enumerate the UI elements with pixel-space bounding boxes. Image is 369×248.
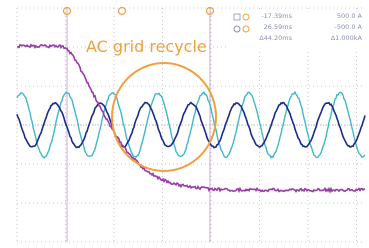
readout-value: Δ1.000kA xyxy=(331,34,363,42)
readout-value: Δ44.20ms xyxy=(259,34,292,42)
readout-value: 500.0 A xyxy=(337,12,363,20)
readout-value: -17.39ms xyxy=(261,12,292,20)
oscilloscope-screen: AC grid recycle -17.39ms 500.0 A 26.59ms -5… xyxy=(0,0,369,248)
annotation: AC grid recycle xyxy=(86,37,207,56)
readout-value: -500.0 A xyxy=(335,23,363,31)
readout-value: 26.59ms xyxy=(264,23,293,31)
page: {"annotation": "AC grid recycle", "reado… xyxy=(0,0,369,248)
